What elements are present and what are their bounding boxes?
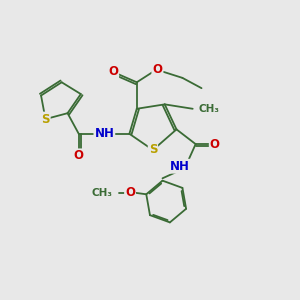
Text: O: O — [125, 186, 135, 199]
Text: O: O — [152, 62, 162, 76]
Text: CH₃: CH₃ — [199, 104, 220, 114]
Text: CH₃: CH₃ — [92, 188, 112, 198]
Text: NH: NH — [169, 160, 189, 173]
Text: O: O — [74, 149, 84, 162]
Text: O: O — [210, 138, 220, 151]
Text: NH: NH — [94, 127, 114, 140]
Text: S: S — [149, 143, 157, 157]
Text: S: S — [41, 112, 50, 126]
Text: O: O — [108, 65, 118, 79]
